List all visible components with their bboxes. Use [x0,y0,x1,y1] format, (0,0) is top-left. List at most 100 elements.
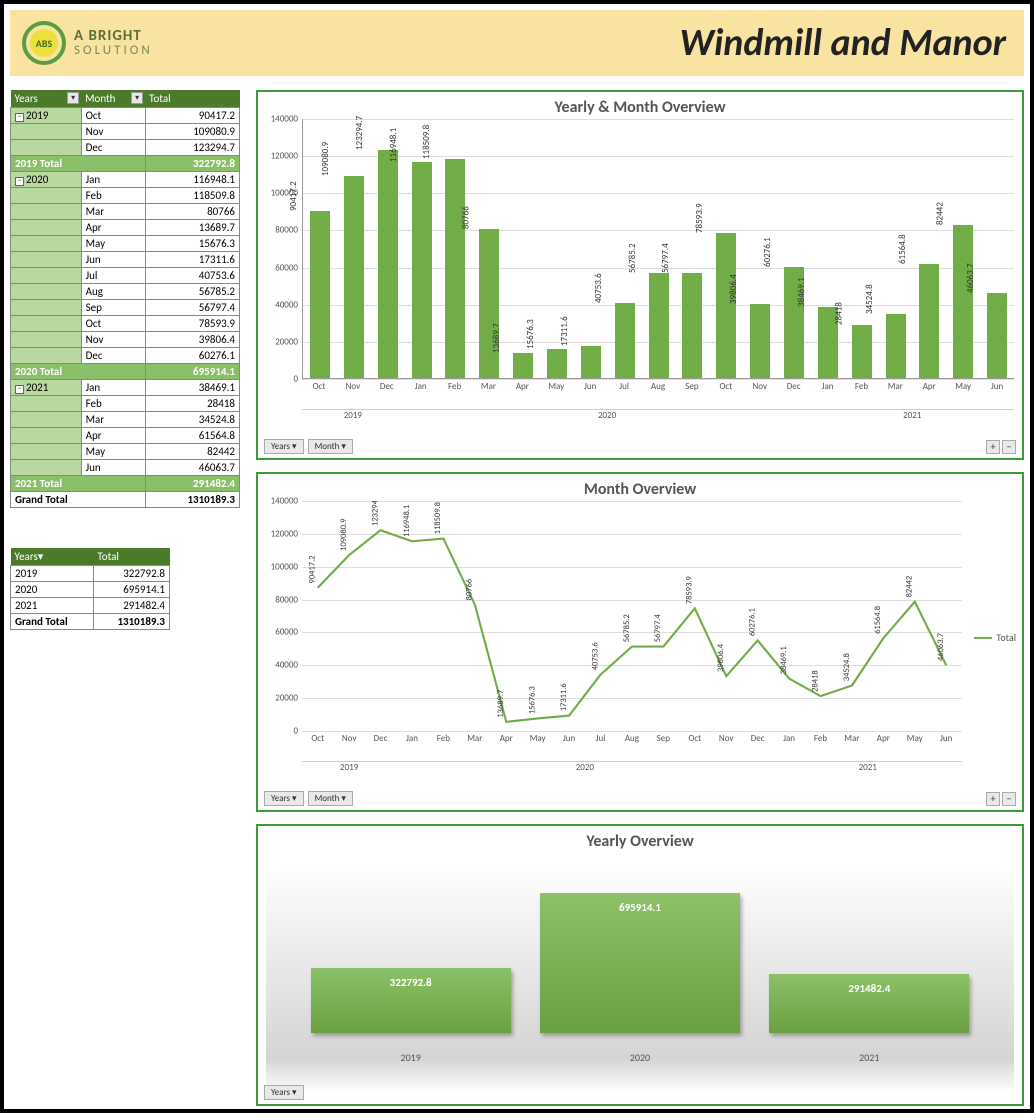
pivot-year-cell [11,460,82,476]
pivot-value-cell: 38469.1 [145,380,239,396]
x-tick-label: Feb [805,731,836,761]
x-tick-label: Sep [675,379,709,409]
pivot-value-cell: 13689.7 [145,220,239,236]
subtotal-value: 695914.1 [145,364,239,380]
line-point-label: 60276.1 [747,608,757,636]
dropdown-icon: ▾ [341,793,346,804]
pivot-value-cell: 109080.9 [145,124,239,140]
yearly-bar-label: 322792.8 [311,976,511,989]
bar-value-label: 28418 [833,303,844,326]
chart-yearly-month-overview[interactable]: Yearly & Month Overview 0200004000060000… [256,90,1024,460]
x-tick-label: Oct [302,379,336,409]
dropdown-icon[interactable]: ▾ [131,92,143,104]
chart-bar[interactable]: 28418 [852,325,872,378]
pivot-month-cell: Dec [81,348,145,364]
chart-bar[interactable]: 17311.6 [581,346,601,378]
logo: ABS A BRIGHT SOLUTION [22,21,153,65]
chart-bar[interactable]: 123294.7 [378,150,398,378]
pivot-year-cell[interactable]: −2021 [11,380,82,396]
filter-years-button[interactable]: Years ▾ [264,791,304,806]
pivot-year-cell [11,300,82,316]
filter-month-button[interactable]: Month ▾ [308,791,353,806]
line-point-label: 46063.7 [936,632,946,661]
chart-month-overview[interactable]: Month Overview 0200004000060000800001000… [256,472,1024,812]
chart-bar[interactable]: 78593.9 [716,233,736,378]
x-tick-label: Mar [878,379,912,409]
chart-bar[interactable]: 34524.8 [886,314,906,378]
chart-bar[interactable]: 90417.2 [310,211,330,378]
chart-bar[interactable]: 56797.4 [682,273,702,378]
line-path [318,530,947,722]
expand-button[interactable]: + [986,792,1000,806]
filter-years-button[interactable]: Years ▾ [264,1085,304,1100]
pivot-year-cell [11,220,82,236]
yearly-x-label: 2019 [311,1051,511,1064]
x-tick-label: Dec [777,379,811,409]
pivot-month-cell: Aug [81,284,145,300]
x-tick-label: Feb [438,379,472,409]
pivot-value-cell: 116948.1 [145,172,239,188]
chart-bar[interactable]: 40753.6 [615,303,635,378]
collapse-icon[interactable]: − [15,385,24,394]
filter-years-button[interactable]: Years ▾ [264,439,304,454]
pivot-month-cell: Dec [81,140,145,156]
yearly-bar[interactable]: 291482.4 [769,974,969,1033]
x-tick-label: Jan [404,379,438,409]
y-tick-label: 60000 [275,262,298,273]
collapse-button[interactable]: − [1002,792,1016,806]
chart-yearly-overview[interactable]: Yearly Overview 322792.8 695914.1 291482.4… [256,824,1024,1106]
page-title: Windmill and Manor [680,20,1007,66]
chart-bar[interactable]: 39806.4 [750,304,770,378]
expand-button[interactable]: + [986,440,1000,454]
collapse-button[interactable]: − [1002,440,1016,454]
dropdown-icon: ▾ [341,441,346,452]
chart-bar[interactable]: 61564.8 [919,264,939,378]
summary-year-cell: 2019 [11,566,94,582]
y-tick-label: 140000 [271,496,298,507]
x-tick-label: Dec [370,379,404,409]
collapse-icon[interactable]: − [15,177,24,186]
x-tick-label: Mar [836,731,867,761]
line-point-label: 38469.1 [779,646,789,674]
y-tick-label: 80000 [275,225,298,236]
pivot-month-cell: May [81,236,145,252]
chart-bar[interactable]: 118509.8 [445,159,465,378]
pivot-month-cell: Jun [81,252,145,268]
yearly-bar[interactable]: 695914.1 [540,893,740,1033]
chart-bar[interactable]: 56785.2 [649,273,669,378]
yearly-bar[interactable]: 322792.8 [311,968,511,1033]
chart-bar[interactable]: 82442 [953,225,973,378]
pivot-year-cell [11,284,82,300]
summary-header-years[interactable]: Years▾ [11,548,94,566]
pivot-value-cell: 56797.4 [145,300,239,316]
subtotal-label: 2019 Total [11,156,146,172]
x-tick-label: Apr [868,731,899,761]
dropdown-icon[interactable]: ▾ [67,92,79,104]
collapse-icon[interactable]: − [15,113,24,122]
chart-bar[interactable]: 116948.1 [412,162,432,378]
chart-bar[interactable]: 13689.7 [513,353,533,378]
chart-bar[interactable]: 46063.7 [987,293,1007,378]
dropdown-icon: ▾ [292,1087,297,1098]
pivot-header-years[interactable]: Years▾ [11,90,82,108]
x-tick-label: May [539,379,573,409]
pivot-year-cell [11,252,82,268]
x-group-label: 2021 [773,761,962,775]
pivot-year-cell[interactable]: −2020 [11,172,82,188]
pivot-header-month[interactable]: Month▾ [81,90,145,108]
pivot-year-cell[interactable]: −2019 [11,108,82,124]
line-point-label: 13689.7 [496,689,506,718]
chart-title: Yearly Overview [258,826,1022,853]
y-tick-label: 80000 [275,594,298,605]
x-tick-label: Jan [811,379,845,409]
chart-bar[interactable]: 15676.3 [547,349,567,378]
chart-bar[interactable]: 80766 [479,229,499,378]
line-point-label: 17311.6 [559,683,569,712]
pivot-value-cell: 78593.9 [145,316,239,332]
filter-month-button[interactable]: Month ▾ [308,439,353,454]
dropdown-icon[interactable]: ▾ [38,550,44,563]
chart-bar[interactable]: 109080.9 [344,176,364,378]
bar-value-label: 60276.1 [762,237,773,267]
x-tick-label: May [899,731,930,761]
pivot-year-cell [11,348,82,364]
